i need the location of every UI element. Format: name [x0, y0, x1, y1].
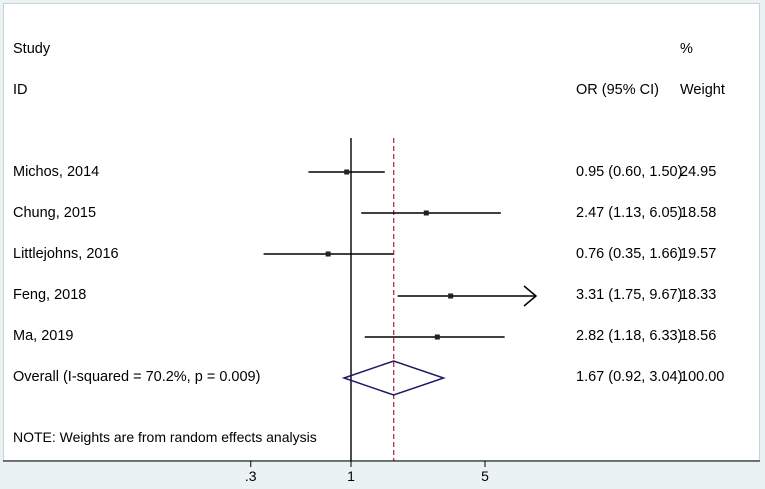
study-weight-4: 18.56: [680, 328, 717, 344]
study-or-4: 2.82 (1.18, 6.33): [576, 328, 683, 344]
study-name-3: Feng, 2018: [13, 287, 87, 303]
overall-weight: 100.00: [680, 369, 725, 385]
study-name-0: Michos, 2014: [13, 164, 100, 180]
overall-or: 1.67 (0.92, 3.04): [576, 369, 683, 385]
header-weight: Weight: [680, 82, 725, 98]
header-or-ci: OR (95% CI): [576, 82, 659, 98]
study-weight-3: 18.33: [680, 287, 717, 303]
ci-clip-arrow-3: [523, 285, 538, 307]
point-estimate-2: [325, 251, 331, 257]
study-weight-0: 24.95: [680, 164, 717, 180]
x-tick-label-1: 1: [347, 468, 355, 484]
header-study: Study: [13, 41, 51, 57]
study-or-1: 2.47 (1.13, 6.05): [576, 205, 683, 221]
point-estimate-3: [448, 293, 454, 299]
study-or-3: 3.31 (1.75, 9.67): [576, 287, 683, 303]
note-text: NOTE: Weights are from random effects an…: [13, 429, 317, 445]
study-or-0: 0.95 (0.60, 1.50): [576, 164, 683, 180]
study-weight-1: 18.58: [680, 205, 717, 221]
plot-area: [3, 3, 760, 461]
x-tick-label-2: 5: [481, 468, 489, 484]
point-estimate-4: [434, 334, 440, 340]
study-weight-2: 19.57: [680, 246, 717, 262]
study-name-4: Ma, 2019: [13, 328, 74, 344]
header-weight-pct: %: [680, 41, 693, 57]
x-tick-label-0: .3: [245, 468, 257, 484]
overall-diamond: [341, 360, 446, 396]
overall-name: Overall (I-squared = 70.2%, p = 0.009): [13, 369, 261, 385]
point-estimate-0: [344, 169, 350, 175]
point-estimate-1: [423, 210, 429, 216]
header-id: ID: [13, 82, 28, 98]
study-name-1: Chung, 2015: [13, 205, 97, 221]
study-or-2: 0.76 (0.35, 1.66): [576, 246, 683, 262]
study-name-2: Littlejohns, 2016: [13, 246, 119, 262]
